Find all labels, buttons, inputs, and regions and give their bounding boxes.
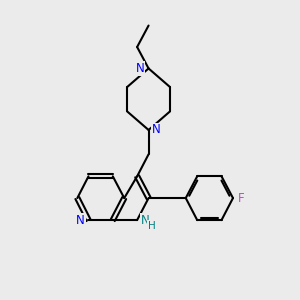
Text: F: F — [238, 192, 244, 205]
Text: N: N — [76, 214, 85, 226]
Text: N: N — [152, 124, 161, 136]
Text: N: N — [136, 62, 144, 75]
Text: N: N — [141, 214, 149, 226]
Text: H: H — [148, 221, 155, 231]
